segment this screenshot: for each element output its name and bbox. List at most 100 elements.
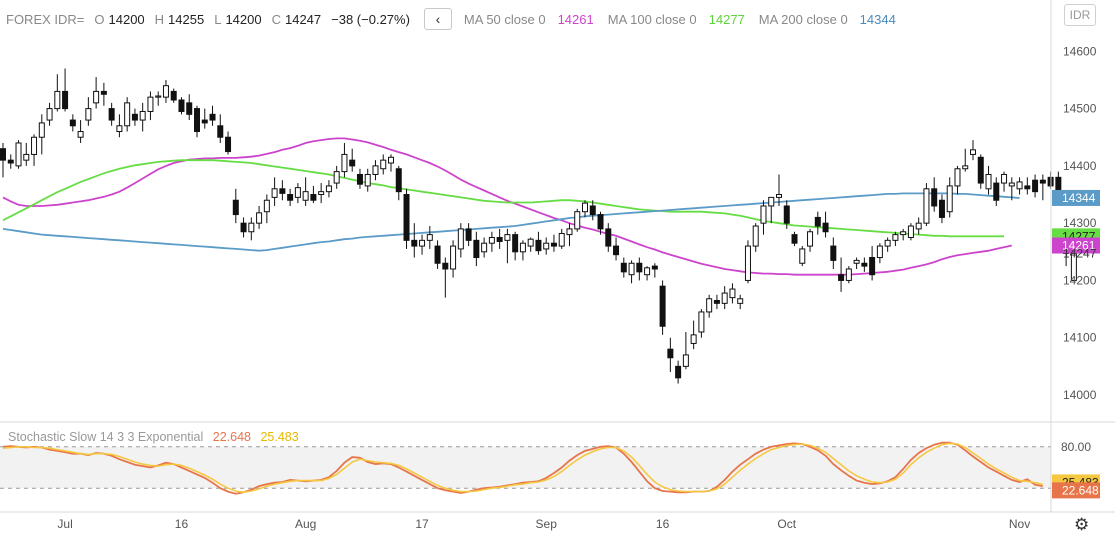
candle[interactable]	[62, 68, 69, 112]
candle[interactable]	[931, 177, 938, 212]
candle[interactable]	[302, 177, 309, 206]
candle[interactable]	[194, 105, 200, 138]
candle[interactable]	[201, 108, 208, 129]
candle[interactable]	[131, 108, 138, 126]
price-pane[interactable]	[0, 68, 1077, 384]
candle[interactable]	[380, 154, 387, 175]
candle[interactable]	[1070, 248, 1077, 281]
candle[interactable]	[1016, 177, 1023, 195]
candle[interactable]	[232, 188, 239, 224]
candle[interactable]	[77, 120, 84, 143]
candle[interactable]	[434, 240, 441, 269]
candle[interactable]	[799, 246, 806, 267]
candle[interactable]	[426, 226, 433, 249]
candle[interactable]	[473, 231, 480, 267]
collapse-legend-button[interactable]: ‹	[423, 8, 452, 30]
candle[interactable]	[1024, 177, 1031, 195]
candle[interactable]	[993, 177, 1000, 206]
candle[interactable]	[1032, 174, 1039, 198]
candle[interactable]	[814, 211, 821, 235]
candle[interactable]	[620, 257, 627, 278]
stochastic-pane[interactable]	[0, 441, 1051, 495]
candle[interactable]	[861, 257, 868, 272]
candle[interactable]	[752, 223, 759, 252]
candle[interactable]	[287, 188, 294, 206]
candle[interactable]	[550, 234, 557, 252]
candle[interactable]	[659, 280, 666, 335]
candle[interactable]	[923, 183, 930, 227]
candle[interactable]	[698, 309, 705, 338]
currency-button[interactable]: IDR	[1064, 4, 1096, 26]
candle[interactable]	[0, 142, 6, 178]
candle[interactable]	[760, 200, 767, 235]
candle[interactable]	[457, 223, 464, 258]
candle[interactable]	[450, 240, 457, 278]
candle[interactable]	[403, 188, 410, 249]
candle[interactable]	[651, 263, 658, 278]
candle[interactable]	[38, 114, 45, 155]
candle[interactable]	[442, 257, 449, 298]
candle[interactable]	[613, 237, 620, 261]
candle[interactable]	[481, 237, 488, 258]
candle[interactable]	[970, 140, 976, 161]
candle[interactable]	[54, 74, 61, 112]
candle[interactable]	[209, 105, 216, 126]
candle[interactable]	[170, 88, 177, 103]
candle[interactable]	[597, 211, 604, 235]
candle[interactable]	[776, 174, 782, 206]
candle[interactable]	[876, 243, 883, 264]
candle[interactable]	[892, 231, 899, 247]
candle[interactable]	[1001, 171, 1008, 192]
candle[interactable]	[139, 102, 146, 132]
candle[interactable]	[985, 165, 992, 195]
candle[interactable]	[729, 283, 736, 304]
candle[interactable]	[325, 180, 332, 198]
candle[interactable]	[667, 337, 674, 373]
candle[interactable]	[512, 231, 519, 261]
candle[interactable]	[682, 331, 689, 370]
candle[interactable]	[240, 217, 247, 238]
candle[interactable]	[100, 82, 107, 106]
candle[interactable]	[636, 257, 643, 281]
candle[interactable]	[147, 91, 154, 121]
candle[interactable]	[85, 97, 92, 126]
candle[interactable]	[349, 148, 356, 172]
candle[interactable]	[162, 79, 169, 103]
candle[interactable]	[915, 217, 922, 235]
candle[interactable]	[566, 223, 573, 247]
candle[interactable]	[946, 177, 953, 218]
candle[interactable]	[31, 134, 38, 166]
candle[interactable]	[419, 234, 426, 255]
candle[interactable]	[713, 294, 720, 310]
candle[interactable]	[519, 240, 526, 261]
candle[interactable]	[737, 294, 744, 310]
candle[interactable]	[356, 168, 363, 189]
candle[interactable]	[853, 257, 860, 269]
candle[interactable]	[155, 91, 162, 106]
candle[interactable]	[644, 266, 651, 281]
candle[interactable]	[783, 200, 790, 229]
candle[interactable]	[884, 237, 891, 252]
candle[interactable]	[15, 140, 22, 169]
candle[interactable]	[962, 148, 969, 172]
candle[interactable]	[93, 77, 100, 109]
candle[interactable]	[869, 246, 876, 281]
candle[interactable]	[388, 154, 394, 172]
candle[interactable]	[791, 231, 798, 247]
candle[interactable]	[256, 205, 263, 229]
candle[interactable]	[465, 223, 472, 247]
candle[interactable]	[395, 165, 402, 201]
candle[interactable]	[333, 165, 340, 189]
candle[interactable]	[527, 237, 534, 252]
candle[interactable]	[318, 183, 325, 204]
candle[interactable]	[116, 114, 123, 138]
candle[interactable]	[768, 196, 775, 224]
candle[interactable]	[535, 231, 542, 255]
candle[interactable]	[582, 200, 588, 218]
candle[interactable]	[23, 142, 30, 166]
candle[interactable]	[721, 286, 728, 310]
candle[interactable]	[690, 320, 697, 350]
candle[interactable]	[341, 142, 348, 178]
candle[interactable]	[807, 228, 814, 252]
